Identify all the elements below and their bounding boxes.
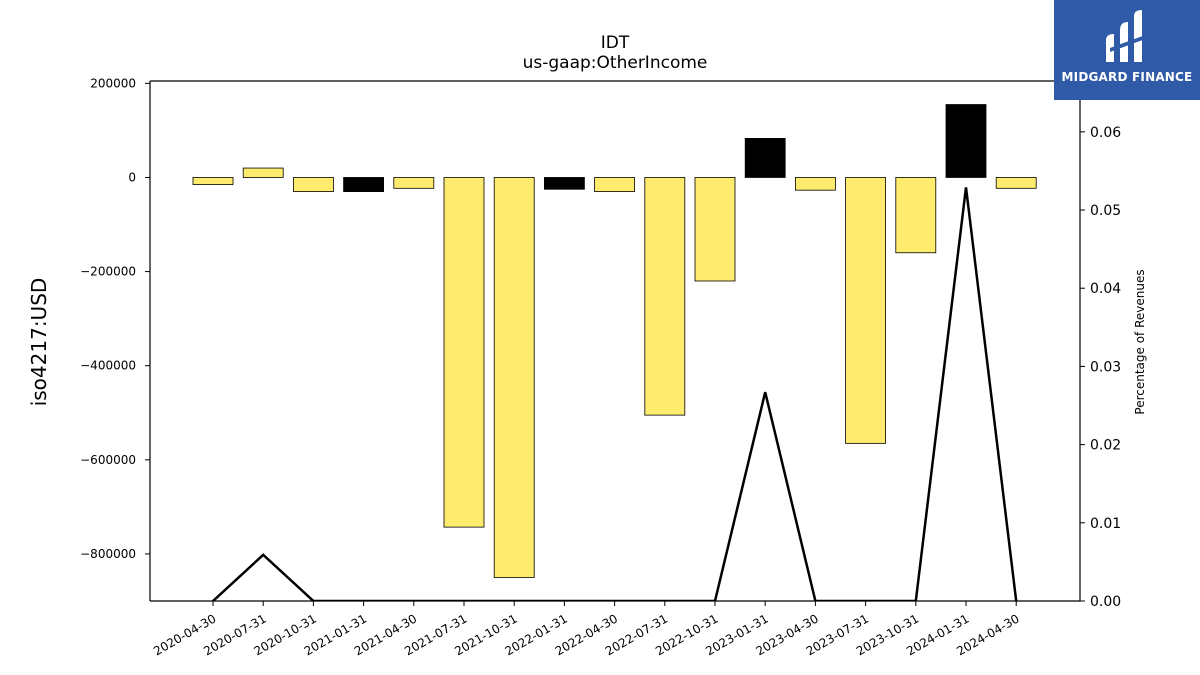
bar <box>443 177 485 528</box>
y-tick-label: −800000 <box>80 547 136 561</box>
chart-subtitle: us-gaap:OtherIncome <box>523 53 708 73</box>
y-tick-label: −600000 <box>80 453 136 467</box>
bar <box>594 177 635 192</box>
brand-logo: MIDGARD FINANCE <box>1054 0 1200 100</box>
y-axis-label: iso4217:USD <box>27 278 51 407</box>
y2-axis-label: Percentage of Revenues <box>1133 269 1147 414</box>
bar <box>192 177 234 185</box>
y2-tick-label: 0.03 <box>1090 359 1121 375</box>
y-tick-label: −200000 <box>80 265 136 279</box>
bar <box>795 177 836 191</box>
chart-title: IDT <box>601 33 630 53</box>
bar <box>393 177 435 189</box>
bar <box>744 138 786 178</box>
bar <box>945 104 987 178</box>
bar <box>845 177 886 444</box>
bar <box>343 177 385 192</box>
y-tick-label: −400000 <box>80 359 136 373</box>
logo-mark-icon <box>1106 10 1148 62</box>
bar <box>694 177 736 282</box>
y2-tick-label: 0.00 <box>1090 594 1121 610</box>
bar <box>242 167 284 178</box>
logo-text: MIDGARD FINANCE <box>1061 70 1193 84</box>
y2-tick-label: 0.05 <box>1090 203 1121 219</box>
bar <box>644 177 686 416</box>
bars-group <box>192 104 1037 578</box>
y-tick-label: 200000 <box>90 76 136 90</box>
y2-tick-label: 0.04 <box>1090 281 1121 297</box>
bar <box>493 177 535 578</box>
y2-tick-label: 0.01 <box>1090 516 1121 532</box>
y2-tick-label: 0.06 <box>1090 125 1121 141</box>
bar <box>292 177 334 192</box>
bar <box>544 177 585 190</box>
y-tick-label: 0 <box>128 170 136 184</box>
bar <box>895 177 937 254</box>
bar <box>995 177 1037 189</box>
y2-tick-label: 0.02 <box>1090 438 1121 454</box>
